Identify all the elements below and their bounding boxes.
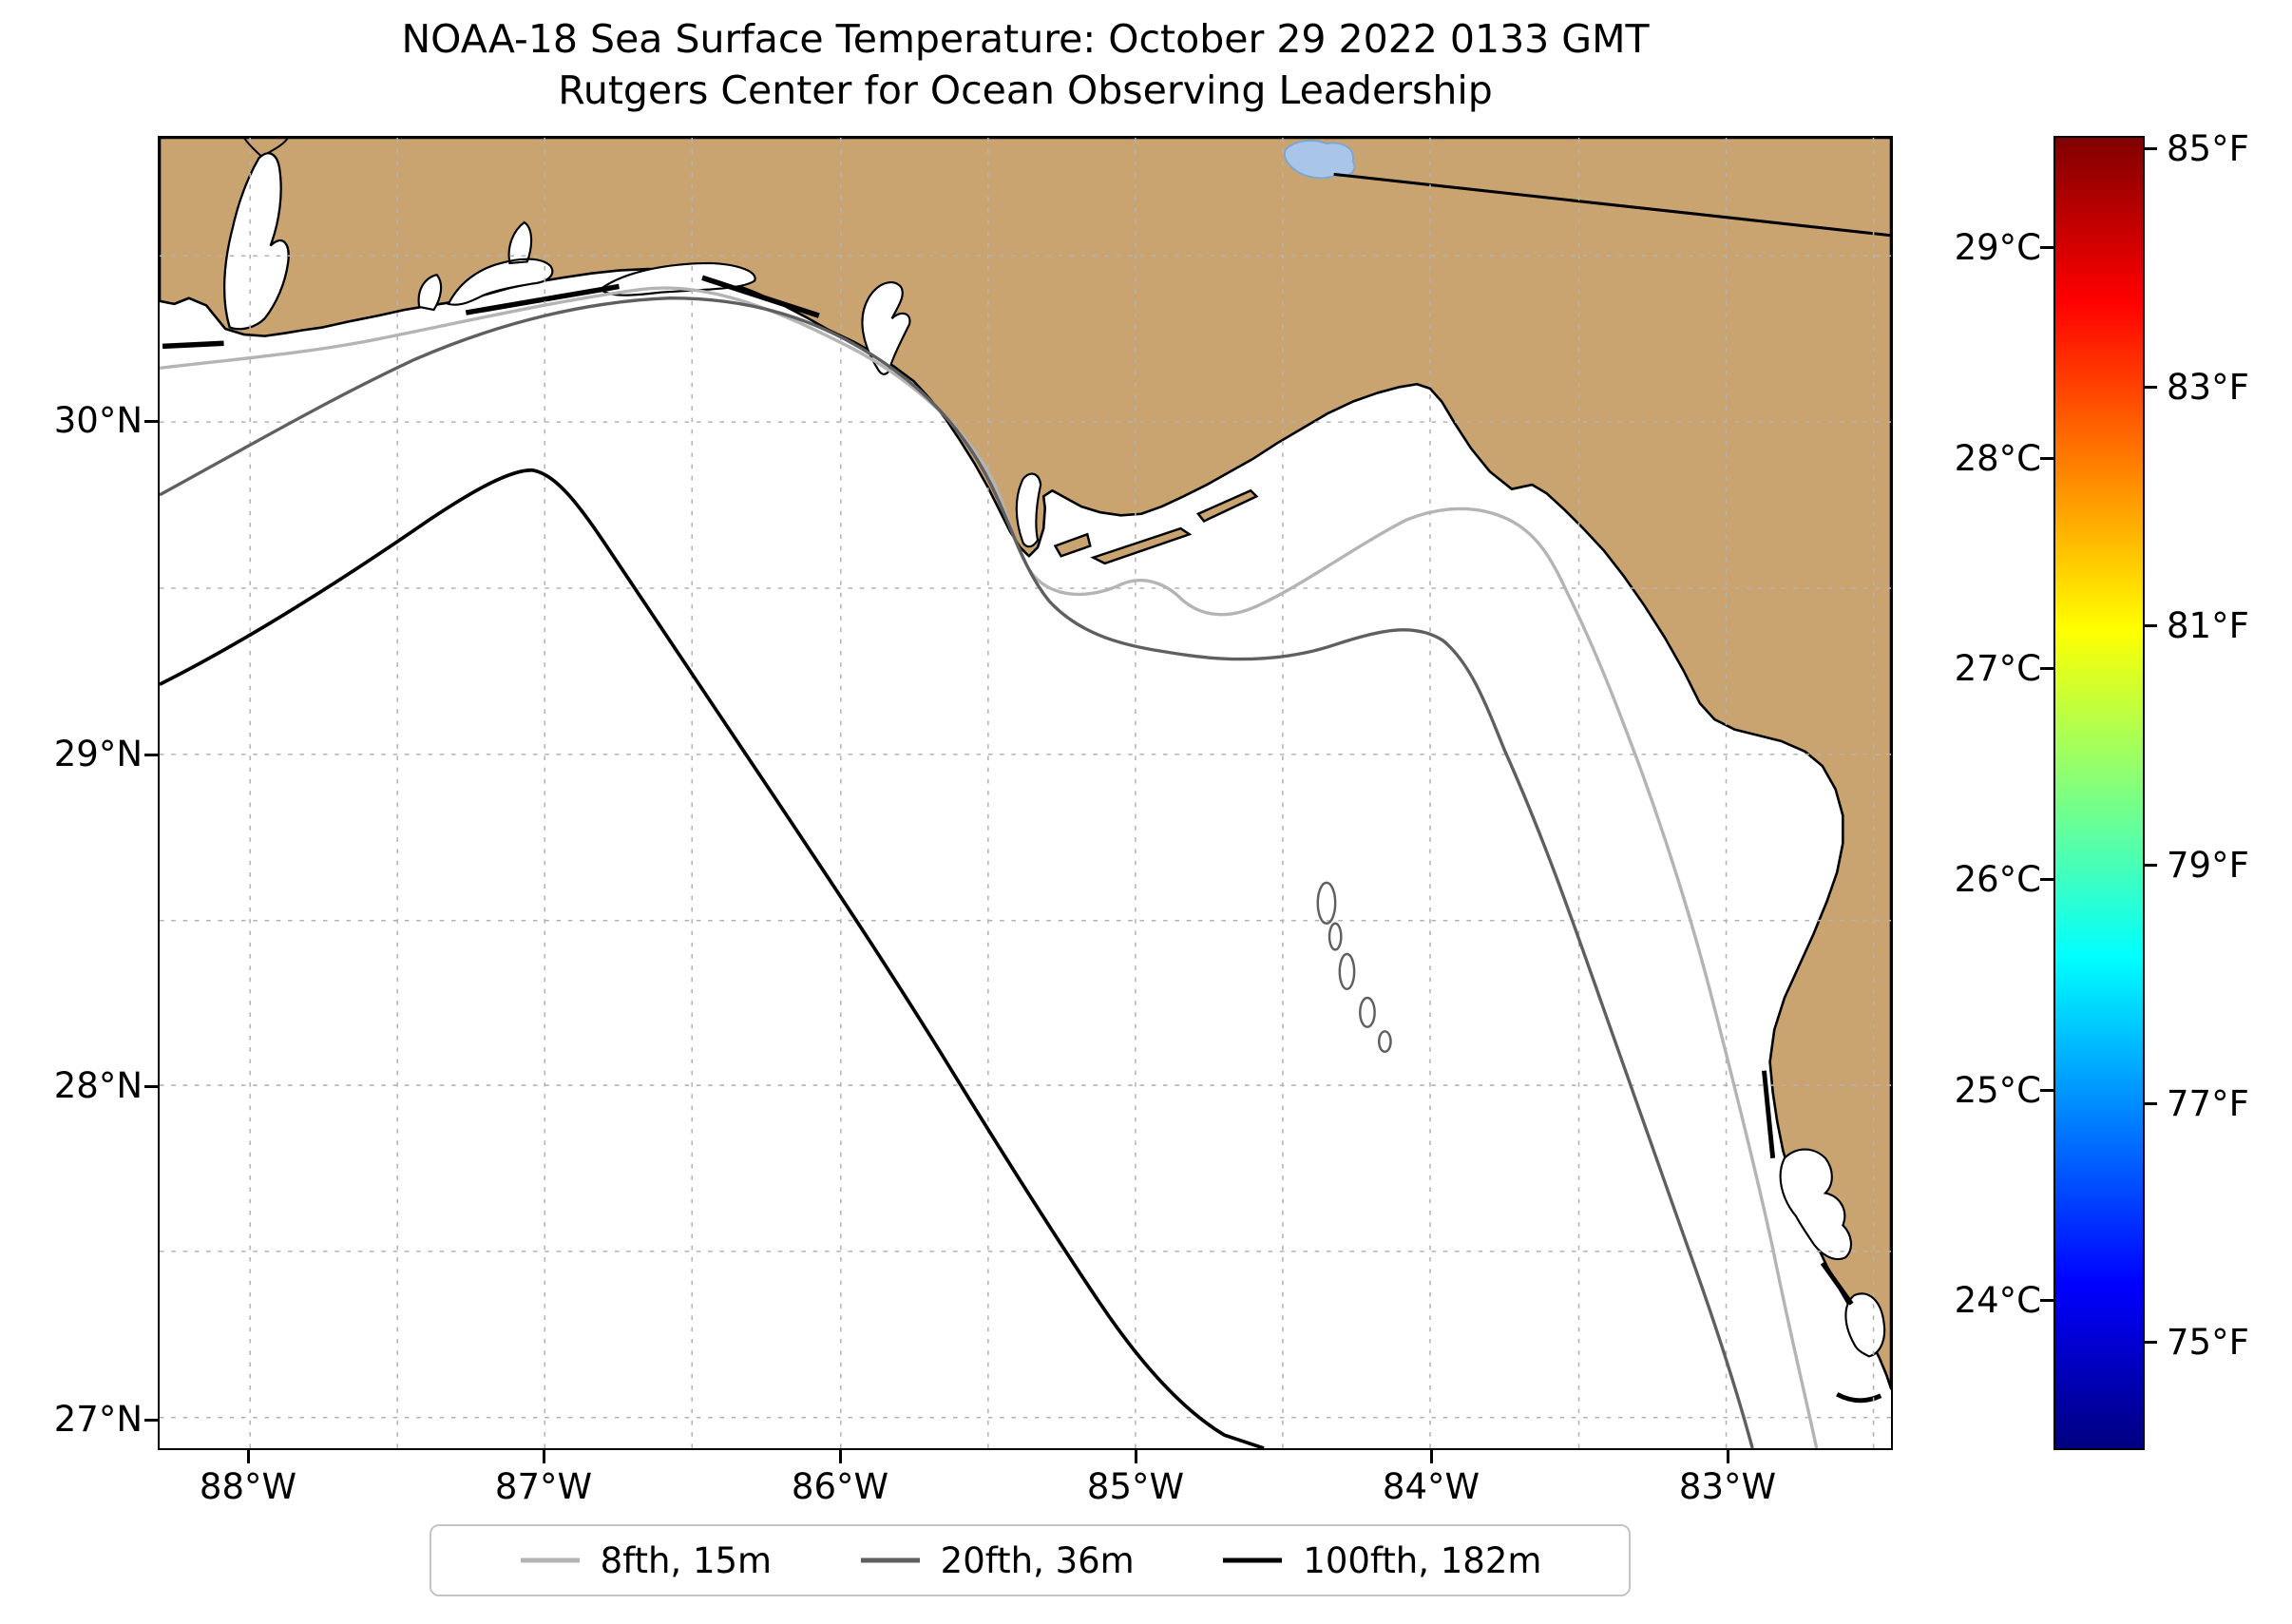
- colorbar-fahrenheit-label: 81°F: [2167, 605, 2249, 646]
- land-mass: [160, 138, 1891, 1390]
- colorbar-celsius-label: 24°C: [1954, 1280, 2041, 1321]
- colorbar-fahrenheit-label: 79°F: [2167, 845, 2249, 886]
- y-axis-tick: [144, 754, 158, 756]
- pensacola-bay: [447, 220, 554, 306]
- perdido-bay: [417, 273, 443, 312]
- colorbar-tick-c: [2040, 878, 2053, 881]
- colorbar-gradient: [2053, 136, 2145, 1450]
- legend-item-8fth: 8fth, 15m: [519, 1539, 773, 1581]
- graticule: [160, 138, 1891, 1448]
- contour-20fth: [160, 296, 1754, 1448]
- y-axis-tick: [144, 420, 158, 423]
- st-joseph-bay: [1015, 472, 1042, 548]
- x-tick-label: 83°W: [1678, 1466, 1777, 1507]
- map-svg: [160, 138, 1891, 1448]
- state-boundary-line: [1333, 172, 1891, 238]
- colorbar-tick-c: [2040, 1089, 2053, 1092]
- dauphin-island: [162, 340, 224, 350]
- x-axis-tick: [1430, 1450, 1433, 1463]
- colorbar-tick-f: [2144, 1341, 2157, 1344]
- title-line-1: NOAA-18 Sea Surface Temperature: October…: [401, 16, 1650, 62]
- colorbar-tick-c: [2040, 667, 2053, 670]
- colorbar-fahrenheit-label: 75°F: [2167, 1322, 2249, 1363]
- legend-label-8fth: 8fth, 15m: [600, 1539, 773, 1581]
- map-plot-area: [158, 136, 1893, 1450]
- colorbar-celsius-label: 29°C: [1954, 227, 2041, 268]
- colorbar-tick-f: [2144, 386, 2157, 389]
- y-axis-tick: [144, 1085, 158, 1088]
- x-axis-tick: [839, 1450, 842, 1463]
- destin-barrier: [701, 275, 820, 318]
- st-vincent-island: [1053, 532, 1092, 558]
- colorbar-fahrenheit-label: 83°F: [2167, 367, 2249, 408]
- contour-100fth: [160, 468, 1265, 1448]
- sanibel-island: [1836, 1392, 1882, 1404]
- x-axis-tick: [247, 1450, 250, 1463]
- legend-line-8fth: [520, 1557, 580, 1563]
- colorbar-tick-c: [2040, 457, 2053, 460]
- colorbar-tick-f: [2144, 147, 2157, 150]
- legend-label-100fth: 100fth, 182m: [1303, 1539, 1542, 1581]
- middle-grounds-shoals: [1316, 881, 1392, 1053]
- x-tick-label: 84°W: [1382, 1466, 1480, 1507]
- title-line-2: Rutgers Center for Ocean Observing Leade…: [558, 67, 1493, 113]
- colorbar-fahrenheit-label: 77°F: [2167, 1083, 2249, 1124]
- x-tick-label: 87°W: [494, 1466, 593, 1507]
- x-axis-tick: [543, 1450, 545, 1463]
- contour-8fth: [160, 286, 1819, 1448]
- legend-line-100fth: [1223, 1557, 1283, 1563]
- y-tick-label: 27°N: [53, 1399, 143, 1440]
- x-axis-tick: [1135, 1450, 1137, 1463]
- x-tick-label: 85°W: [1086, 1466, 1185, 1507]
- tampa-bay: [1779, 1148, 1852, 1260]
- colorbar-tick-f: [2144, 624, 2157, 627]
- y-tick-label: 30°N: [53, 400, 143, 441]
- x-axis-tick: [1727, 1450, 1729, 1463]
- colorbar-tick-f: [2144, 864, 2157, 867]
- charlotte-harbor: [1844, 1292, 1886, 1358]
- legend-item-100fth: 100fth, 182m: [1221, 1540, 1541, 1581]
- dog-island: [1195, 488, 1259, 523]
- y-tick-label: 28°N: [53, 1065, 143, 1106]
- colorbar-tick-c: [2040, 1299, 2053, 1302]
- st-george-island: [1090, 526, 1193, 565]
- colorbar-tick-f: [2144, 1102, 2157, 1105]
- colorbar-celsius-label: 25°C: [1954, 1070, 2041, 1111]
- colorbar-celsius-label: 27°C: [1954, 648, 2041, 689]
- lake-seminole: [1283, 140, 1356, 180]
- y-tick-label: 29°N: [53, 734, 143, 774]
- legend-line-20fth: [860, 1557, 920, 1563]
- legend-label-20fth: 20fth, 36m: [940, 1539, 1135, 1581]
- colorbar-celsius-label: 26°C: [1954, 859, 2041, 900]
- santa-rosa-island: [465, 283, 620, 315]
- colorbar-celsius-label: 28°C: [1954, 438, 2041, 479]
- clearwater-barrier: [1762, 1070, 1776, 1158]
- colorbar-tick-c: [2040, 246, 2053, 249]
- x-tick-label: 88°W: [199, 1466, 297, 1507]
- contour-legend: 8fth, 15m 20fth, 36m 100fth, 182m: [430, 1524, 1631, 1596]
- mobile-bay: [223, 152, 290, 331]
- sarasota-barrier: [1820, 1261, 1854, 1306]
- colorbar-fahrenheit-label: 85°F: [2167, 128, 2249, 169]
- y-axis-tick: [144, 1419, 158, 1422]
- figure-title: NOAA-18 Sea Surface Temperature: October…: [158, 13, 1893, 116]
- x-tick-label: 86°W: [791, 1466, 889, 1507]
- choctawhatchee-bay: [598, 261, 756, 296]
- legend-item-20fth: 20fth, 36m: [859, 1540, 1135, 1581]
